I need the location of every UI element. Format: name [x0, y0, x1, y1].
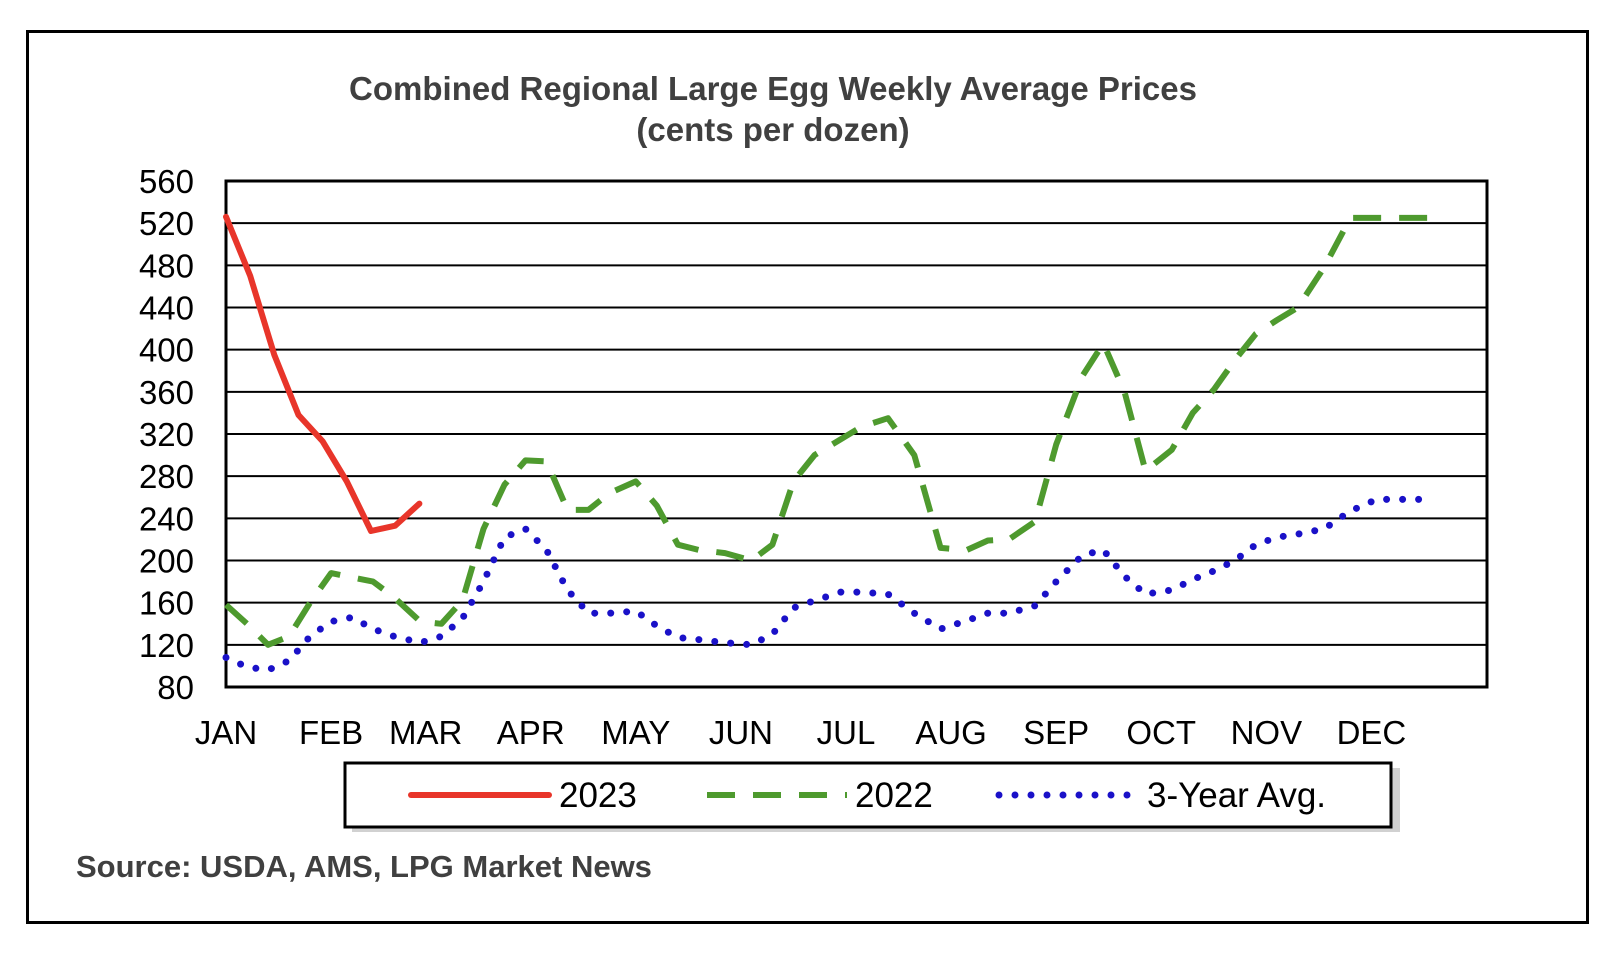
plot-area — [224, 179, 1489, 689]
legend-label-3-year-avg: 3-Year Avg. — [1147, 776, 1326, 815]
x-tick-label-jun: JUN — [709, 714, 773, 751]
x-tick-label-may: MAY — [601, 714, 670, 751]
y-tick-label: 560 — [139, 163, 194, 200]
legend-box — [343, 761, 1393, 829]
series-layer — [222, 213, 1445, 674]
legend: 2023 2022 3-Year Avg. — [343, 761, 1400, 832]
y-tick-label: 240 — [139, 500, 194, 537]
y-tick-label: 440 — [139, 290, 194, 327]
legend-label-2022: 2022 — [855, 776, 933, 815]
y-gridlines — [226, 222, 1487, 646]
y-tick-label: 120 — [139, 627, 194, 664]
chart-canvas: Combined Regional Large Egg Weekly Avera… — [76, 70, 1489, 884]
y-tick-label: 520 — [139, 205, 194, 242]
y-tick-label: 80 — [157, 669, 194, 706]
legend-label-2023: 2023 — [559, 776, 637, 815]
x-tick-label-mar: MAR — [389, 714, 462, 751]
x-tick-label-jul: JUL — [817, 714, 876, 751]
source-note: Source: USDA, AMS, LPG Market News — [76, 849, 652, 884]
chart-frame: Combined Regional Large Egg Weekly Avera… — [26, 30, 1589, 924]
y-tick-label: 400 — [139, 332, 194, 369]
x-tick-label-feb: FEB — [299, 714, 363, 751]
chart-title: Combined Regional Large Egg Weekly Avera… — [349, 70, 1197, 107]
y-tick-labels: 80 120 160 200 240 280 320 360 400 440 480 520 560 — [139, 163, 194, 706]
x-tick-label-dec: DEC — [1337, 714, 1407, 751]
x-tick-labels: JAN FEB MAR APR MAY JUN JUL AUG SEP OCT NOV DEC — [195, 714, 1406, 751]
x-tick-label-aug: AUG — [915, 714, 987, 751]
y-tick-label: 280 — [139, 458, 194, 495]
y-tick-label: 480 — [139, 247, 194, 284]
chart-subtitle: (cents per dozen) — [636, 111, 909, 148]
y-tick-label: 360 — [139, 374, 194, 411]
x-tick-label-sep: SEP — [1023, 714, 1089, 751]
y-tick-label: 200 — [139, 543, 194, 580]
y-tick-label: 160 — [139, 585, 194, 622]
x-tick-label-jan: JAN — [195, 714, 257, 751]
series-line-2023 — [223, 213, 423, 534]
x-tick-label-oct: OCT — [1126, 714, 1196, 751]
series-line-2022 — [223, 214, 1445, 648]
x-tick-label-nov: NOV — [1231, 714, 1303, 751]
y-tick-label: 320 — [139, 416, 194, 453]
x-tick-label-apr: APR — [497, 714, 565, 751]
